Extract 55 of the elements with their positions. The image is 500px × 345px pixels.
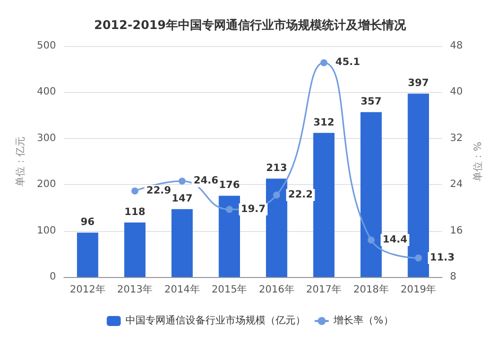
data-label: 118 xyxy=(124,206,146,218)
bar xyxy=(408,94,430,277)
data-label: 45.1 xyxy=(335,57,360,68)
data-label: 213 xyxy=(266,163,288,174)
bar xyxy=(171,209,193,277)
y-tick-label: 0 xyxy=(50,272,56,282)
x-tick-label: 2013年 xyxy=(117,284,153,296)
point xyxy=(226,206,233,213)
bar xyxy=(313,132,335,277)
x-tick-label: 2016年 xyxy=(258,284,294,296)
point xyxy=(320,59,328,66)
x-tick-label: 2015年 xyxy=(212,284,248,296)
y2-tick-label: 40 xyxy=(450,86,463,98)
bar xyxy=(360,112,382,277)
y-tick-label: 100 xyxy=(36,225,56,236)
point xyxy=(178,178,186,185)
y2-axis-title: 单位：% xyxy=(472,142,484,182)
point xyxy=(414,254,422,262)
x-tick-label: 2012年 xyxy=(70,284,106,296)
chart-title: 2012-2019年中国专网通信行业市场规模统计及增长情况 xyxy=(94,18,407,32)
x-tick-label: 2014年 xyxy=(164,284,200,296)
y2-tick-label: 8 xyxy=(450,272,456,282)
data-label: 96 xyxy=(80,217,95,228)
y2-tick-label: 16 xyxy=(450,225,463,236)
data-label: 397 xyxy=(408,78,429,90)
data-label: 24.6 xyxy=(194,176,218,187)
legend-label: 增长率（%） xyxy=(332,314,394,326)
point xyxy=(368,236,375,244)
y-tick-label: 400 xyxy=(36,86,56,98)
data-label: 176 xyxy=(218,180,240,192)
y-tick-label: 200 xyxy=(36,179,56,190)
bar xyxy=(266,178,288,277)
data-label: 147 xyxy=(172,194,193,205)
bar xyxy=(76,232,98,277)
data-label: 19.7 xyxy=(240,204,266,215)
y2-tick-label: 24 xyxy=(450,179,463,190)
data-label: 22.2 xyxy=(288,189,313,200)
x-tick-label: 2018年 xyxy=(353,284,389,296)
point xyxy=(131,187,138,194)
data-label: 357 xyxy=(360,96,382,108)
y-tick-label: 500 xyxy=(36,40,56,52)
bar xyxy=(218,196,240,277)
x-tick-label: 2017年 xyxy=(306,284,342,296)
data-label: 11.3 xyxy=(430,252,455,264)
y2-tick-label: 32 xyxy=(450,132,463,144)
y2-tick-label: 48 xyxy=(450,40,463,52)
y-tick-label: 300 xyxy=(36,132,56,144)
x-tick-label: 2019年 xyxy=(400,284,436,296)
y-axis-title: 单位：亿元 xyxy=(14,136,26,186)
data-label: 14.4 xyxy=(382,234,408,246)
data-label: 22.9 xyxy=(146,185,172,196)
point xyxy=(273,191,280,198)
legend-label: 中国专网通信设备行业市场规模（亿元） xyxy=(126,314,306,326)
data-label: 312 xyxy=(313,117,334,128)
bar xyxy=(124,222,146,277)
